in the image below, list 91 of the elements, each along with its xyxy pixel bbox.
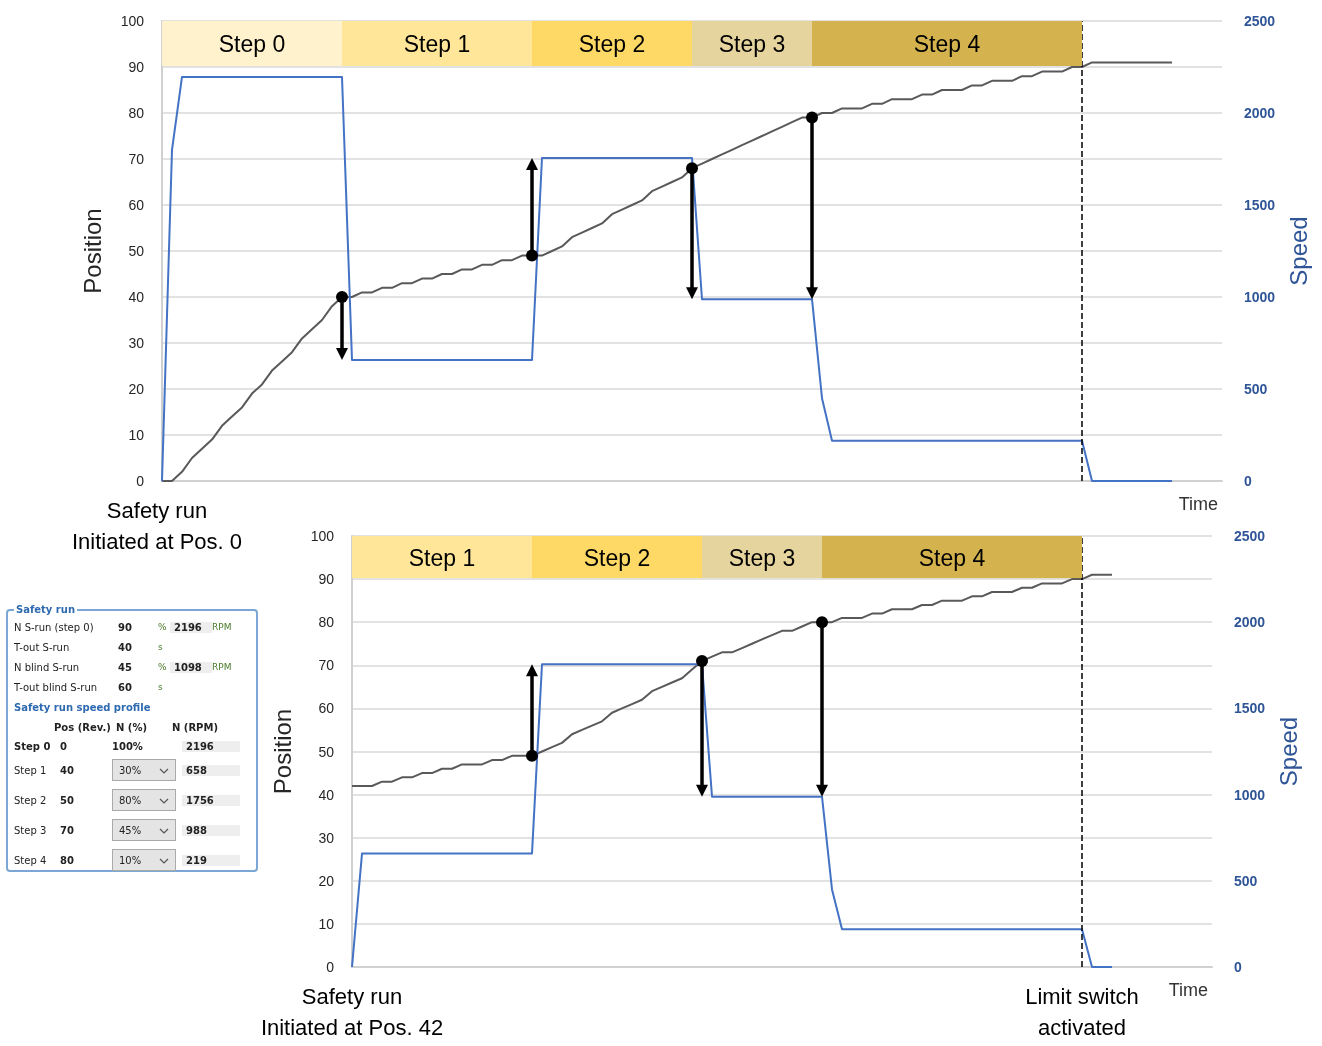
text: 80: [60, 854, 112, 866]
text: Pos (Rev.): [54, 721, 112, 733]
text: 2196: [182, 740, 240, 752]
y-tick-label: 30: [128, 335, 145, 351]
text: Safety run Initiated at Pos. 42: [260, 983, 444, 1042]
y-tick-label: 100: [310, 528, 335, 544]
x-axis-title: Time: [1178, 494, 1218, 514]
y-tick-label: 0: [136, 473, 145, 489]
y-tick-label: 10: [128, 427, 145, 443]
text: 30%: [112, 759, 176, 781]
y-tick-label: 80: [318, 614, 335, 631]
y2-axis-title: Speed: [1284, 216, 1312, 286]
text: N (RPM): [172, 721, 219, 733]
y-tick-label: 90: [128, 59, 145, 75]
text: 0: [60, 740, 112, 752]
y2-tick-label: 2000: [1234, 614, 1266, 631]
text: %: [158, 662, 168, 672]
text: Limit switch activated: [1025, 983, 1139, 1042]
y-tick-label: 90: [318, 571, 335, 588]
y-tick-label: 50: [318, 743, 335, 760]
annotation: Step 3: [718, 31, 786, 57]
y2-tick-label: 1500: [1244, 197, 1276, 213]
text: 10%: [112, 849, 176, 871]
y2-tick-label: 2500: [1234, 528, 1266, 544]
y2-tick-label: 1000: [1244, 289, 1276, 305]
text: 1756: [182, 794, 240, 806]
text: 988: [182, 824, 240, 836]
text: N S-run (step 0): [14, 621, 95, 633]
text: 80%: [112, 789, 176, 811]
y-tick-label: 50: [128, 243, 145, 259]
annotation: Step 1: [403, 31, 471, 57]
y2-tick-label: 1000: [1234, 786, 1266, 803]
annotation: Step 2: [583, 544, 651, 571]
text: Safety run: [15, 604, 77, 615]
text: N blind S-run: [14, 661, 81, 673]
annotation: Step 1: [408, 544, 476, 571]
text: s: [158, 682, 164, 692]
annotation: Step 3: [728, 544, 796, 571]
y2-tick-label: 0: [1244, 473, 1252, 489]
text: 40: [60, 764, 112, 776]
text: Step 1: [14, 764, 48, 776]
text: %: [158, 622, 168, 632]
text: 70: [60, 824, 112, 836]
text: T-out S-run: [14, 641, 71, 653]
y-axis-title: Position: [268, 708, 296, 795]
y2-tick-label: 2000: [1244, 105, 1276, 121]
annotation: Step 4: [913, 31, 981, 57]
text: Safety run speed profile: [14, 701, 152, 713]
y-tick-label: 30: [318, 829, 335, 846]
text: 2196: [170, 621, 212, 633]
text: N (%): [116, 721, 148, 733]
text: 50: [60, 794, 112, 806]
text: Step 3: [14, 824, 48, 836]
y-axis-title: Position: [78, 208, 106, 294]
y-tick-label: 40: [318, 786, 335, 803]
y2-axis-title: Speed: [1274, 716, 1302, 787]
y-tick-label: 20: [318, 872, 335, 889]
y-tick-label: 40: [128, 289, 145, 305]
y-tick-label: 80: [128, 105, 145, 121]
text: 100%: [112, 740, 144, 752]
y2-tick-label: 1500: [1234, 700, 1266, 717]
text: 45%: [112, 819, 176, 841]
y2-tick-label: 500: [1244, 381, 1268, 397]
y-tick-label: 60: [128, 197, 145, 213]
text: Step 0: [14, 740, 52, 752]
text: RPM: [212, 662, 233, 672]
text: 45: [118, 661, 158, 673]
y-tick-label: 10: [318, 915, 335, 932]
annotation: Step 2: [578, 31, 646, 57]
x-axis-title: Time: [1168, 980, 1208, 1000]
text: RPM: [212, 622, 233, 632]
y-tick-label: 70: [318, 657, 335, 674]
text: Safety run Initiated at Pos. 0: [72, 497, 242, 556]
text: 1098: [170, 661, 212, 673]
y-tick-label: 60: [318, 700, 335, 717]
text: s: [158, 642, 164, 652]
text: 219: [182, 854, 240, 866]
line-series: [351, 573, 1113, 787]
y-tick-label: 0: [326, 959, 335, 975]
text: 658: [182, 764, 240, 776]
text: Step 2: [14, 794, 48, 806]
text: T-out blind S-run: [14, 681, 99, 693]
y2-tick-label: 0: [1234, 959, 1242, 975]
y-tick-label: 100: [120, 13, 145, 29]
y-tick-label: 20: [128, 381, 145, 397]
y2-tick-label: 2500: [1244, 13, 1276, 29]
y-tick-label: 70: [128, 151, 145, 167]
annotation: Step 4: [918, 544, 986, 571]
y2-tick-label: 500: [1234, 872, 1258, 889]
text: Step 4: [14, 854, 48, 866]
annotation: Step 0: [218, 31, 286, 57]
